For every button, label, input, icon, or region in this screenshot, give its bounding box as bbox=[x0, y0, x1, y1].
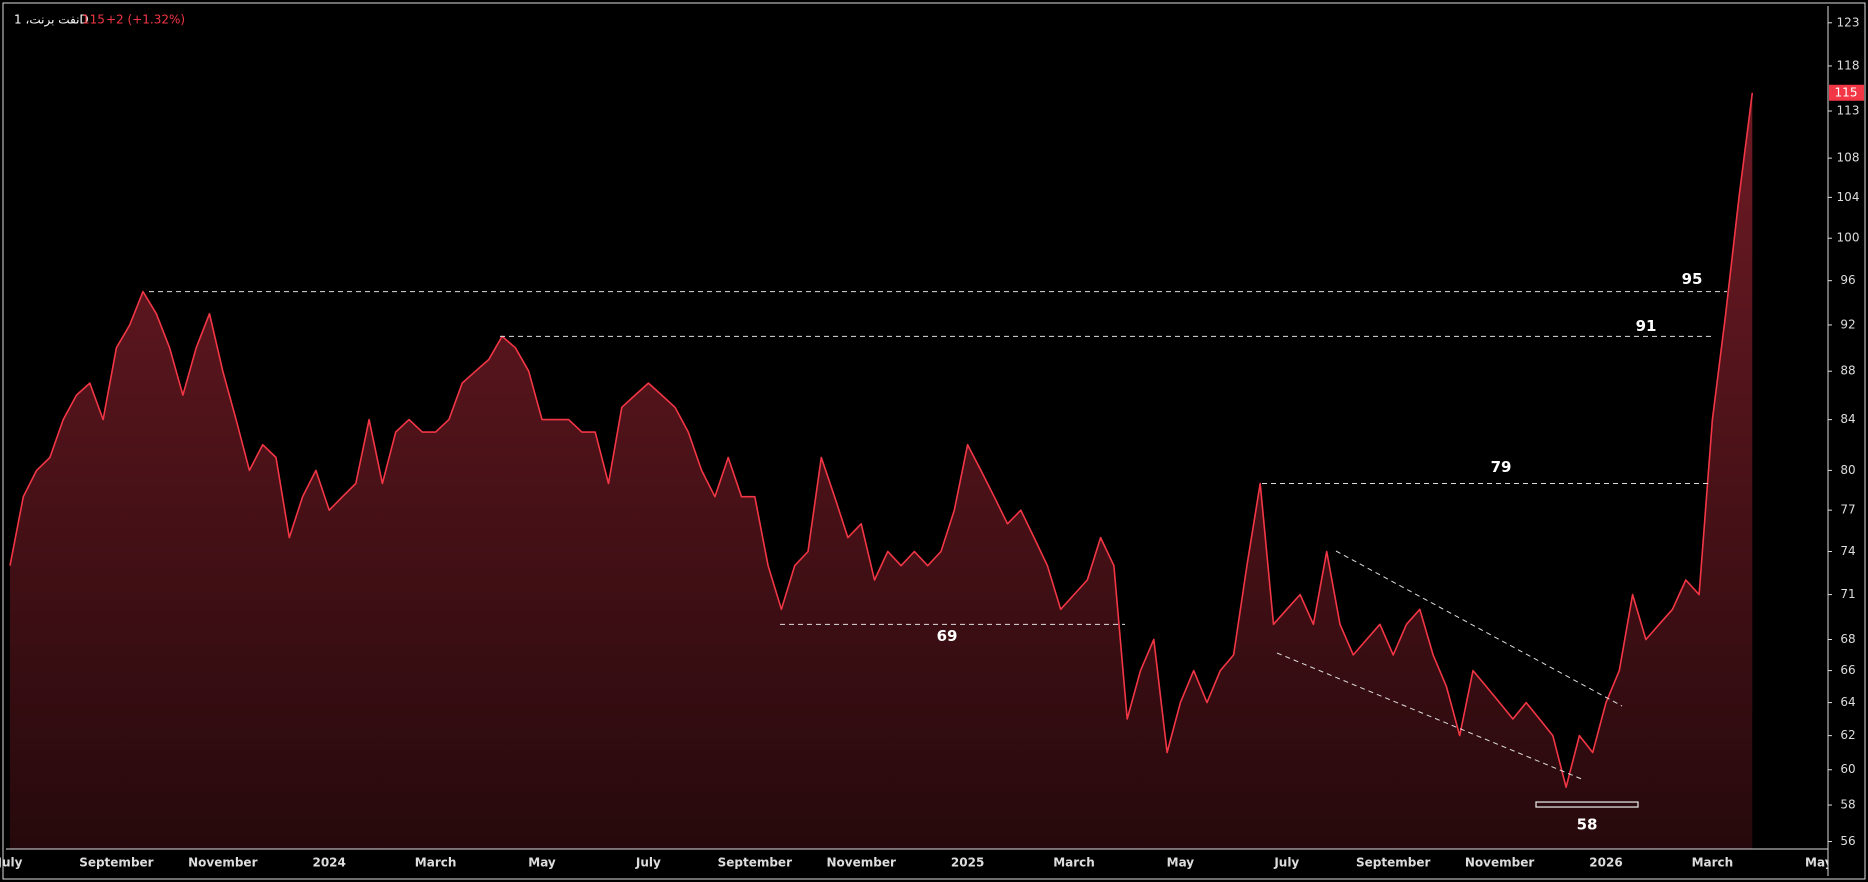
level-label: 95 bbox=[1682, 270, 1703, 288]
y-tick-label: 74 bbox=[1840, 544, 1855, 558]
x-tick-label: November bbox=[1465, 856, 1534, 870]
y-tick-label: 80 bbox=[1840, 463, 1855, 477]
x-tick-label: May bbox=[528, 856, 556, 870]
last-price-label: 115 bbox=[1835, 85, 1858, 99]
x-tick-label: May bbox=[1805, 856, 1833, 870]
symbol-title: نفت برنت، 1D bbox=[14, 13, 89, 28]
x-tick-label: July bbox=[635, 856, 661, 870]
x-tick-label: March bbox=[1053, 856, 1095, 870]
x-tick-label: March bbox=[415, 856, 457, 870]
y-tick-label: 64 bbox=[1840, 695, 1855, 709]
x-tick-label: September bbox=[1356, 856, 1430, 870]
y-tick-label: 62 bbox=[1840, 728, 1855, 742]
level-label: 91 bbox=[1636, 317, 1657, 335]
x-tick-label: July bbox=[0, 856, 23, 870]
y-tick-label: 77 bbox=[1840, 503, 1855, 517]
x-tick-label: November bbox=[826, 856, 895, 870]
x-tick-label: 2025 bbox=[951, 856, 984, 870]
time-axis-labels: July September November 2024 March May July Sep… bbox=[0, 856, 1833, 870]
y-tick-label: 96 bbox=[1840, 273, 1855, 287]
y-tick-label: 113 bbox=[1837, 104, 1860, 118]
level-label: 79 bbox=[1491, 458, 1512, 476]
x-tick-label: March bbox=[1692, 856, 1734, 870]
x-tick-label: September bbox=[718, 856, 792, 870]
x-tick-label: 2026 bbox=[1589, 856, 1622, 870]
y-tick-label: 100 bbox=[1837, 231, 1860, 245]
trend-line-upper bbox=[1335, 550, 1623, 707]
header-price: 115 bbox=[82, 13, 105, 27]
y-tick-label: 118 bbox=[1837, 58, 1860, 72]
y-tick-label: 92 bbox=[1840, 317, 1855, 331]
y-tick-label: 60 bbox=[1840, 762, 1855, 776]
y-tick-label: 104 bbox=[1837, 190, 1860, 204]
last-price-tag bbox=[1829, 84, 1864, 101]
level-label: 69 bbox=[937, 627, 958, 645]
y-tick-label: 71 bbox=[1840, 587, 1855, 601]
price-axis-panel bbox=[1828, 0, 1868, 882]
level-label: 58 bbox=[1577, 816, 1598, 834]
y-tick-label: 108 bbox=[1837, 151, 1860, 165]
y-tick-label: 56 bbox=[1840, 834, 1855, 848]
y-tick-label: 88 bbox=[1840, 364, 1855, 378]
header-change: +2 (+1.32%) bbox=[106, 13, 185, 27]
price-area bbox=[10, 92, 1753, 849]
x-tick-label: May bbox=[1167, 856, 1195, 870]
x-tick-label: July bbox=[1273, 856, 1299, 870]
plot-area bbox=[9, 92, 1754, 849]
x-tick-label: September bbox=[79, 856, 153, 870]
price-line bbox=[9, 92, 1754, 788]
level-box bbox=[1535, 801, 1639, 808]
y-tick-label: 84 bbox=[1840, 412, 1855, 426]
y-tick-label: 68 bbox=[1840, 632, 1855, 646]
trend-line-lower bbox=[1276, 652, 1585, 781]
y-tick-label: 58 bbox=[1840, 798, 1855, 812]
x-tick-label: November bbox=[188, 856, 257, 870]
y-tick-label: 123 bbox=[1837, 15, 1860, 29]
x-tick-label: 2024 bbox=[312, 856, 345, 870]
y-tick-label: 66 bbox=[1840, 663, 1855, 677]
